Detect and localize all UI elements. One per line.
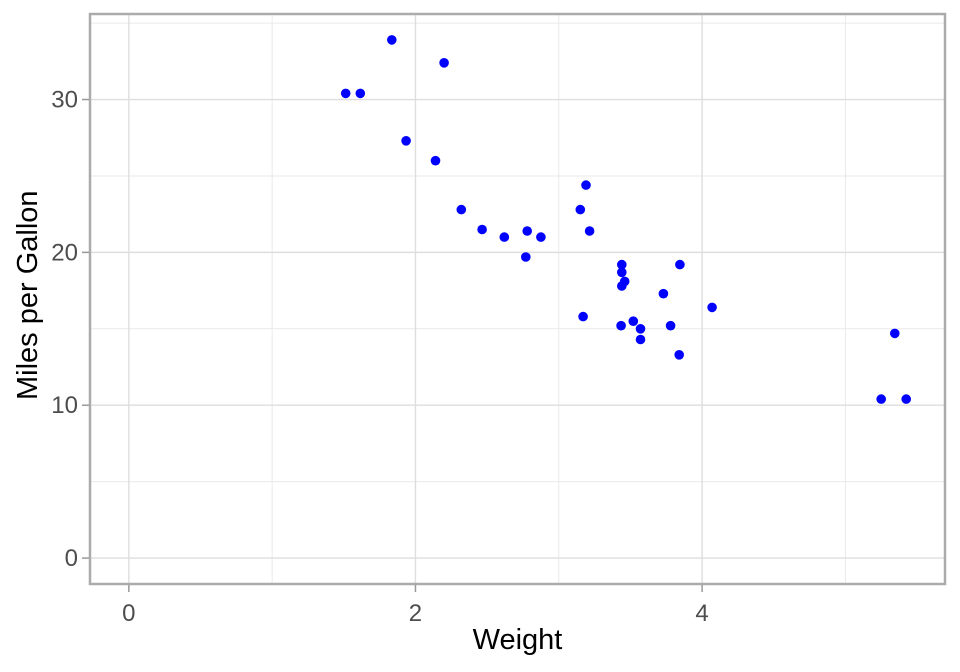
data-point[interactable] (901, 394, 911, 404)
data-point[interactable] (340, 88, 351, 99)
data-point[interactable] (387, 35, 397, 45)
plot-panel-border (88, 12, 947, 586)
x-axis-tick-label: 2 (409, 600, 422, 627)
data-point[interactable] (499, 232, 510, 242)
plot-panel-background (90, 14, 945, 584)
y-axis-tick-label: 30 (51, 87, 78, 114)
y-axis-tick-label: 0 (65, 545, 78, 572)
x-axis-tick-label: 0 (122, 600, 135, 627)
data-point[interactable] (522, 226, 532, 236)
data-point[interactable] (616, 320, 626, 331)
data-point[interactable] (665, 320, 676, 331)
data-point[interactable] (575, 204, 586, 215)
data-point[interactable] (355, 88, 366, 99)
data-point[interactable] (876, 394, 886, 404)
y-axis-tick-label: 20 (51, 239, 78, 266)
data-point[interactable] (674, 350, 684, 360)
data-point[interactable] (635, 334, 646, 345)
data-point[interactable] (617, 281, 627, 291)
data-point[interactable] (617, 259, 627, 270)
x-axis-tick-label: 4 (695, 600, 708, 627)
data-point[interactable] (430, 155, 441, 166)
data-point[interactable] (477, 224, 487, 235)
data-point[interactable] (456, 204, 467, 215)
data-point[interactable] (628, 316, 639, 327)
data-point[interactable] (521, 252, 531, 262)
data-point[interactable] (707, 302, 717, 313)
y-axis-title: Miles per Gallon (12, 190, 44, 400)
data-point[interactable] (439, 58, 449, 68)
data-point[interactable] (401, 136, 411, 146)
data-point[interactable] (635, 324, 646, 334)
data-point[interactable] (658, 288, 669, 299)
data-point[interactable] (675, 259, 685, 270)
data-point[interactable] (581, 180, 591, 190)
data-point[interactable] (578, 311, 588, 322)
data-point[interactable] (890, 328, 900, 339)
x-axis-title: Weight (472, 624, 563, 656)
data-point[interactable] (536, 232, 546, 242)
y-axis-tick-label: 10 (51, 392, 78, 419)
data-point[interactable] (617, 267, 627, 278)
data-point[interactable] (584, 226, 595, 236)
